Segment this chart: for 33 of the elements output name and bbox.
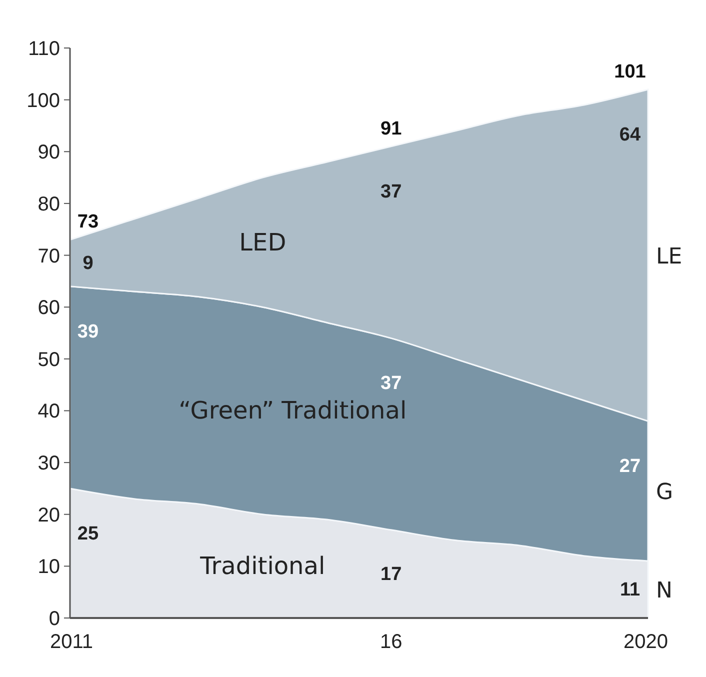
y-tick-label: 110 — [28, 38, 60, 60]
series-label: Traditional — [199, 552, 326, 580]
data-label: 11 — [620, 580, 640, 600]
x-tick-label: 16 — [380, 631, 402, 653]
series-label: “Green” Traditional — [178, 396, 407, 425]
y-tick-label: 20 — [38, 504, 60, 526]
text: G — [656, 480, 674, 506]
y-tick-label: 10 — [38, 556, 60, 578]
data-label: 39 — [77, 321, 99, 342]
data-label: 37 — [380, 373, 402, 394]
text: N — [656, 578, 672, 604]
text: LE — [656, 244, 682, 270]
data-label: 27 — [619, 456, 641, 478]
data-label: 25 — [77, 523, 99, 544]
y-tick-label: 40 — [38, 400, 60, 423]
data-label: 17 — [380, 564, 402, 585]
total-label: 91 — [380, 118, 402, 140]
y-tick-label: 50 — [38, 348, 60, 371]
total-label: 101 — [614, 61, 646, 82]
data-label: 64 — [619, 124, 641, 146]
y-tick-label: 60 — [38, 297, 60, 320]
y-tick-label: 0 — [48, 608, 60, 630]
y-tick-label: 90 — [38, 142, 60, 164]
y-tick-label: 70 — [38, 245, 60, 268]
y-tick-label: 30 — [38, 452, 60, 475]
series-label: LED — [239, 228, 286, 256]
total-label: 73 — [77, 212, 99, 233]
data-label: 9 — [82, 253, 94, 274]
y-tick-label: 100 — [26, 90, 60, 112]
data-label: 37 — [380, 181, 402, 202]
x-tick-label: 2020 — [624, 631, 668, 653]
y-tick-label: 80 — [38, 193, 60, 216]
x-tick-label: 2011 — [50, 631, 94, 653]
